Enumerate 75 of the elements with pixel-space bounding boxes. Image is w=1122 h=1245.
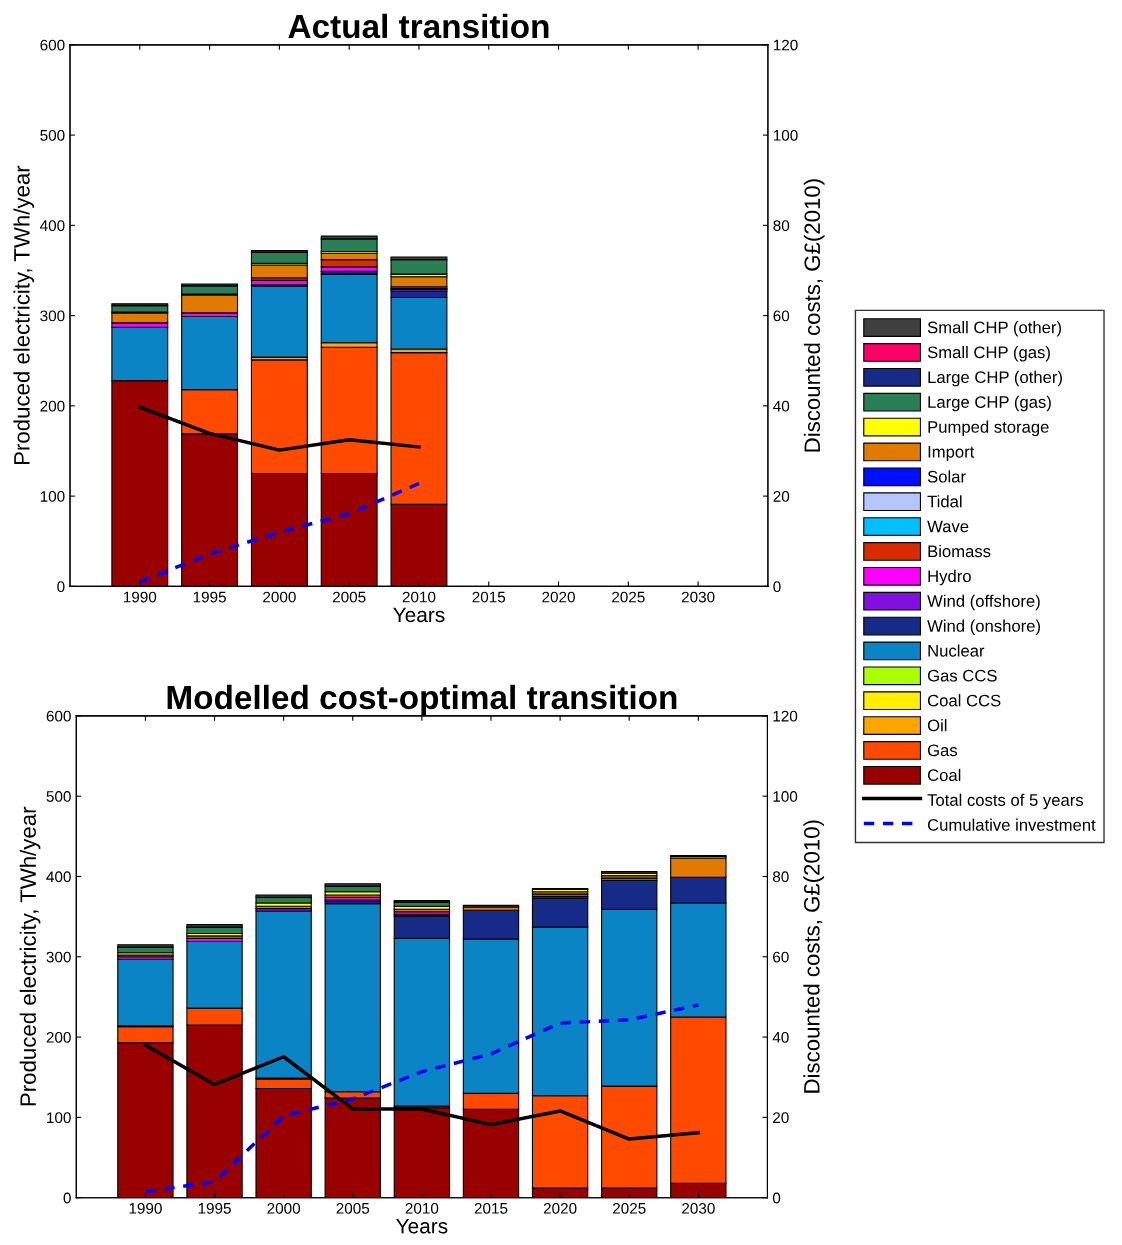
x-tick-label: 2010 — [405, 1202, 439, 1214]
legend-label: Small CHP (gas) — [927, 345, 1050, 362]
y2-tick-label: 60 — [773, 951, 789, 963]
legend-label: Hydro — [928, 569, 971, 586]
y-tick-label: 100 — [40, 491, 65, 502]
chart-title: Modelled cost-optimal transition — [167, 684, 677, 716]
legend-label: Tidal — [927, 495, 962, 508]
y-axis-title: Produced electricity, TWh/year — [19, 806, 41, 1106]
x-tick-label: 2005 — [336, 1202, 370, 1214]
y-tick-label: 500 — [46, 791, 71, 802]
x-tick-label: 2000 — [267, 1202, 301, 1214]
legend-label: Coal CCS — [927, 694, 1001, 707]
x-tick-label: 2025 — [612, 1202, 646, 1214]
y-tick-label: 100 — [47, 1112, 71, 1124]
y2-tick-label: 100 — [773, 129, 798, 141]
legend-label: Wind (onshore) — [927, 619, 1041, 636]
y-tick-label: 400 — [46, 871, 71, 883]
legend-label: Oil — [927, 719, 947, 732]
y-tick-label: 200 — [46, 1031, 71, 1043]
legend-label: Coal — [927, 768, 961, 782]
y-tick-label: 0 — [57, 581, 65, 593]
y2-tick-label: 120 — [773, 39, 798, 51]
legend-label: Solar — [927, 470, 966, 483]
y2-tick-label: 40 — [773, 400, 790, 412]
x-tick-label: 2015 — [472, 591, 506, 603]
x-tick-label: 1995 — [198, 1202, 231, 1214]
y2-tick-label: 120 — [773, 710, 798, 722]
legend-label: Pumped storage — [928, 420, 1049, 437]
x-tick-label: 1995 — [193, 591, 226, 603]
y2-axis-title: Discounted costs, G£(2010) — [803, 820, 825, 1093]
y-tick-label: 600 — [40, 39, 65, 51]
x-tick-label: 2020 — [543, 1202, 577, 1214]
y-tick-label: 600 — [46, 710, 71, 722]
x-axis-title: Years — [396, 1218, 448, 1234]
x-tick-label: 2020 — [542, 591, 575, 603]
y-tick-label: 200 — [40, 400, 65, 412]
legend-label: Total costs of 5 years — [927, 793, 1084, 810]
y-tick-label: 500 — [40, 129, 65, 141]
legend-label: Large CHP (gas) — [928, 395, 1051, 412]
legend-label: Cumulative investment — [927, 818, 1096, 831]
y-tick-label: 300 — [40, 310, 65, 322]
y2-tick-label: 20 — [773, 491, 790, 502]
legend-label: Small CHP (other) — [927, 321, 1061, 337]
y2-tick-label: 0 — [772, 1192, 781, 1204]
x-tick-label: 2010 — [402, 591, 436, 603]
y-tick-label: 400 — [40, 220, 65, 232]
y-tick-label: 0 — [63, 1192, 71, 1204]
x-tick-label: 2030 — [681, 591, 715, 603]
x-tick-label: 1990 — [129, 1202, 162, 1214]
x-axis-title: Years — [393, 607, 445, 623]
legend-label: Biomass — [928, 544, 991, 558]
y2-tick-label: 100 — [773, 791, 798, 802]
x-tick-label: 2005 — [332, 591, 366, 603]
x-tick-label: 2015 — [474, 1202, 508, 1214]
y-tick-label: 300 — [46, 951, 71, 963]
legend-label: Nuclear — [928, 644, 985, 657]
legend-label: Gas CCS — [927, 669, 997, 682]
legend-label: Large CHP (other) — [928, 370, 1062, 387]
y2-tick-label: 60 — [773, 310, 790, 322]
y-axis-title: Produced electricity, TWh/year — [13, 165, 35, 465]
legend-label: Wave — [927, 520, 969, 533]
y2-tick-label: 0 — [773, 581, 781, 593]
legend-label: Gas — [927, 744, 958, 757]
x-tick-label: 2030 — [682, 1202, 715, 1214]
y2-tick-label: 20 — [773, 1112, 789, 1124]
x-tick-label: 2000 — [263, 591, 296, 603]
chart-title: Actual transition — [288, 13, 549, 39]
y2-tick-label: 40 — [772, 1031, 789, 1043]
y2-tick-label: 80 — [772, 871, 789, 883]
y2-tick-label: 80 — [773, 220, 790, 232]
x-tick-label: 1990 — [123, 591, 157, 603]
legend-label: Import — [928, 446, 975, 461]
legend-label: Wind (offshore) — [927, 594, 1040, 611]
x-tick-label: 2025 — [612, 591, 645, 603]
y2-axis-title: Discounted costs, G£(2010) — [803, 179, 825, 452]
